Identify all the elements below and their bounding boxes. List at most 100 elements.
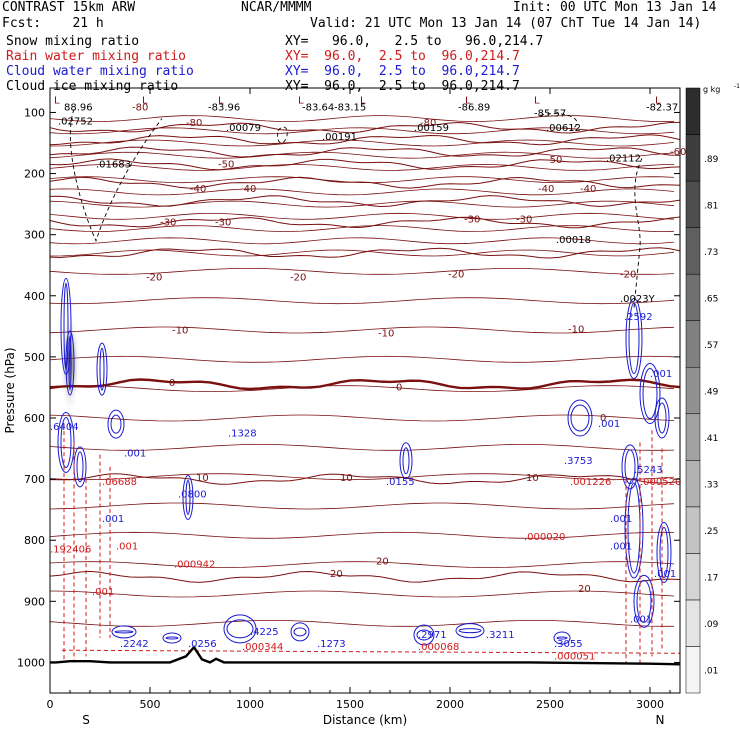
y-tick-label: 700	[24, 473, 45, 486]
cloud-water-contour	[624, 449, 636, 485]
field-cloudice-xy: XY= 96.0, 2.5 to 96.0,214.7	[285, 79, 520, 94]
isotherm-label: 20	[376, 557, 389, 568]
cloud-water-contour	[659, 526, 669, 578]
cloud-water-max-label: .3211	[486, 630, 515, 641]
cloud-water-contour	[114, 630, 134, 634]
field-cloudwater-name: Cloud water mixing ratio	[6, 64, 194, 79]
isotherm-line	[49, 188, 675, 196]
ice-max-label: .00079	[226, 123, 261, 134]
y-tick-label: 1000	[17, 656, 45, 669]
isotherm-line	[49, 378, 681, 391]
cloud-water-contour	[455, 623, 485, 639]
colorbar-bin	[685, 366, 701, 415]
cloud-water-max-label: .001	[598, 419, 620, 430]
colorbar-tick-label: .17	[704, 574, 718, 584]
isotherm-label: -40	[538, 184, 554, 195]
rain-max-label: .06688	[102, 477, 137, 488]
colorbar-tick-label: .09	[704, 620, 719, 630]
isotherm-label: L	[298, 95, 304, 106]
ice-max-label: .00018	[556, 235, 591, 246]
isotherm-label: -30	[516, 214, 532, 225]
y-tick-label: 100	[24, 106, 45, 119]
field-cloudwater-xy: XY= 96.0, 2.5 to 96.0,214.7	[285, 64, 520, 79]
rain-max-label: .001226	[570, 477, 611, 488]
isotherm-label: -50	[546, 155, 562, 166]
cloud-water-contour	[96, 342, 108, 396]
y-tick-label: 800	[24, 534, 45, 547]
isotherm-label: 0	[396, 383, 402, 394]
colorbar-tick-label: .25	[704, 527, 718, 537]
isotherm-line	[49, 268, 675, 275]
snow-shading	[60, 311, 80, 415]
south-label: S	[82, 713, 90, 727]
isotherm-line	[49, 158, 681, 171]
cloud-water-contour	[111, 625, 137, 639]
cloud-water-contour	[165, 636, 179, 640]
isotherm-label: 20	[578, 584, 591, 595]
isotherm-label: -10	[568, 324, 584, 335]
cloud-water-max-label: .001	[610, 541, 632, 552]
low-value-label: -85.57	[534, 109, 566, 120]
cloud-water-max-label: .001	[610, 514, 632, 525]
cloud-water-contour	[107, 409, 125, 439]
y-tick-label: 600	[24, 412, 45, 425]
colorbar-bin	[685, 273, 701, 321]
cloud-water-contour	[68, 335, 72, 391]
rain-max-label: .000068	[418, 642, 459, 653]
isotherm-line	[49, 502, 675, 510]
cloud-water-contour	[399, 442, 413, 480]
isotherm-line	[49, 176, 675, 184]
cloud-water-contour	[73, 446, 87, 488]
colorbar-tick-label: .65	[704, 294, 718, 304]
cloud-water-contour	[290, 622, 310, 642]
colorbar-bin	[685, 227, 701, 275]
rain-max-label: .192406	[50, 544, 91, 555]
cloud-water-contour	[567, 399, 593, 437]
ice-max-label: .02752	[58, 117, 93, 128]
cloud-water-contour	[570, 404, 590, 432]
isotherm-label: L	[465, 95, 471, 106]
cloud-water-max-label: .5243	[634, 465, 663, 476]
cloud-water-max-label: .0155	[386, 477, 415, 488]
cloud-water-contour	[628, 303, 640, 375]
isotherm-label: -20	[146, 273, 162, 284]
isotherm-label: L	[54, 95, 60, 106]
colorbar-tick-label: .81	[704, 201, 718, 211]
cloud-water-contour	[226, 619, 254, 639]
isotherm-line	[49, 414, 675, 422]
isotherm-label: 10	[526, 473, 539, 484]
isotherm-line	[49, 297, 675, 305]
low-value-label: -83.64	[302, 103, 334, 114]
colorbar-tick-label: .57	[704, 341, 718, 351]
cloud-water-contour	[627, 482, 641, 574]
isotherm-label: -10	[378, 329, 394, 340]
isotherm-line	[49, 121, 681, 134]
isotherm-line	[49, 326, 675, 334]
x-tick-label: 1000	[236, 698, 264, 711]
cloud-water-contour	[642, 368, 658, 420]
isotherm-line	[49, 249, 675, 257]
cloud-water-contour	[223, 614, 257, 644]
isotherm-label: -30	[215, 218, 231, 229]
cloud-water-contour	[553, 631, 571, 645]
cloud-water-max-label: .001	[654, 569, 676, 580]
cloud-water-max-label: .001	[650, 369, 672, 380]
init-time: Init: 00 UTC Mon 13 Jan 14	[513, 0, 717, 15]
ice-max-label: .01683	[96, 159, 131, 170]
cloud-water-contour	[639, 363, 661, 425]
y-tick-label: 900	[24, 595, 45, 608]
isotherm-label: 20	[330, 569, 343, 580]
isotherm-label: L	[142, 95, 148, 106]
isotherm-line	[49, 237, 675, 245]
isotherm-line	[49, 151, 675, 159]
cloud-water-max-label: .001	[102, 514, 124, 525]
cloud-water-max-label: .6404	[50, 422, 79, 433]
isotherm-line	[49, 139, 675, 147]
colorbar-tick-label: .49	[704, 388, 719, 398]
cloud-water-contour	[185, 479, 191, 515]
y-axis-label: Pressure (hPa)	[3, 347, 17, 433]
center-name: NCAR/MMMM	[241, 0, 312, 15]
cloud-water-contour	[654, 397, 670, 439]
isotherm-line	[49, 473, 681, 485]
